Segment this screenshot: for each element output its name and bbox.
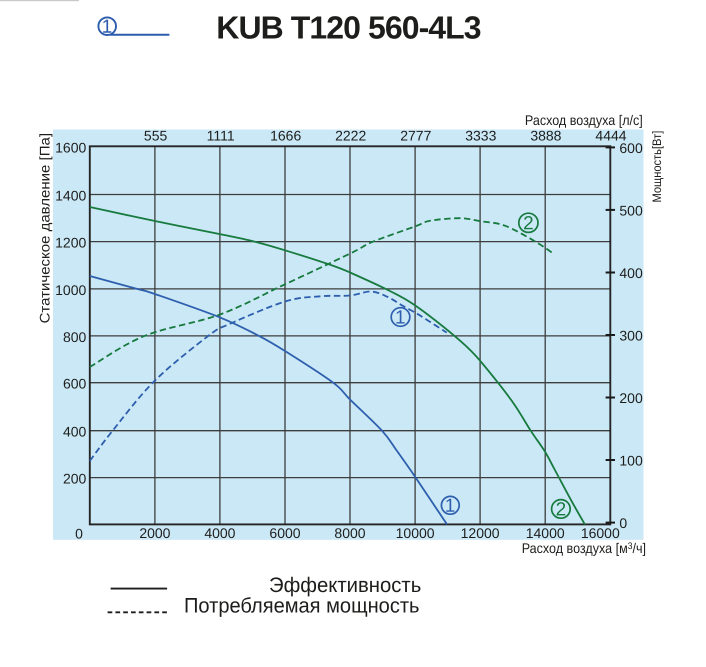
svg-text:200: 200 xyxy=(619,390,643,406)
svg-text:10000: 10000 xyxy=(396,525,435,541)
svg-text:16000: 16000 xyxy=(581,525,620,541)
svg-text:1666: 1666 xyxy=(270,127,301,143)
svg-text:Мощность[Вт]: Мощность[Вт] xyxy=(650,131,664,203)
svg-text:555: 555 xyxy=(144,127,168,143)
svg-text:1600: 1600 xyxy=(55,139,86,155)
svg-text:6000: 6000 xyxy=(269,525,300,541)
svg-text:3888: 3888 xyxy=(530,127,561,143)
svg-text:14000: 14000 xyxy=(526,525,565,541)
svg-text:1000: 1000 xyxy=(55,282,86,298)
svg-text:1200: 1200 xyxy=(55,235,86,251)
svg-text:0: 0 xyxy=(619,515,627,531)
svg-text:800: 800 xyxy=(63,329,87,345)
svg-text:Потребляемая мощность: Потребляемая мощность xyxy=(184,594,420,617)
svg-text:400: 400 xyxy=(63,424,87,440)
svg-text:2777: 2777 xyxy=(400,127,431,143)
svg-text:200: 200 xyxy=(63,471,87,487)
svg-text:300: 300 xyxy=(619,327,643,343)
svg-text:0: 0 xyxy=(75,525,83,541)
svg-text:2222: 2222 xyxy=(335,127,366,143)
svg-text:400: 400 xyxy=(619,265,643,281)
svg-text:600: 600 xyxy=(619,140,643,156)
svg-text:1400: 1400 xyxy=(55,188,86,204)
svg-text:KUB T120 560-4L3: KUB T120 560-4L3 xyxy=(216,10,480,46)
svg-text:1111: 1111 xyxy=(207,127,235,143)
svg-text:Статическое давление [Па]: Статическое давление [Па] xyxy=(36,133,52,323)
svg-text:100: 100 xyxy=(619,452,643,468)
svg-text:500: 500 xyxy=(619,202,643,218)
svg-text:4444: 4444 xyxy=(595,127,626,143)
svg-text:Расход воздуха [м3/ч]: Расход воздуха [м3/ч] xyxy=(522,540,646,556)
svg-text:Расход воздуха [л/с]: Расход воздуха [л/с] xyxy=(525,112,643,128)
svg-text:600: 600 xyxy=(63,376,87,392)
svg-text:12000: 12000 xyxy=(461,525,500,541)
svg-text:8000: 8000 xyxy=(334,525,365,541)
svg-text:2000: 2000 xyxy=(139,525,170,541)
svg-text:4000: 4000 xyxy=(204,525,235,541)
svg-text:Эффективность: Эффективность xyxy=(269,574,421,597)
svg-text:3333: 3333 xyxy=(465,127,496,143)
